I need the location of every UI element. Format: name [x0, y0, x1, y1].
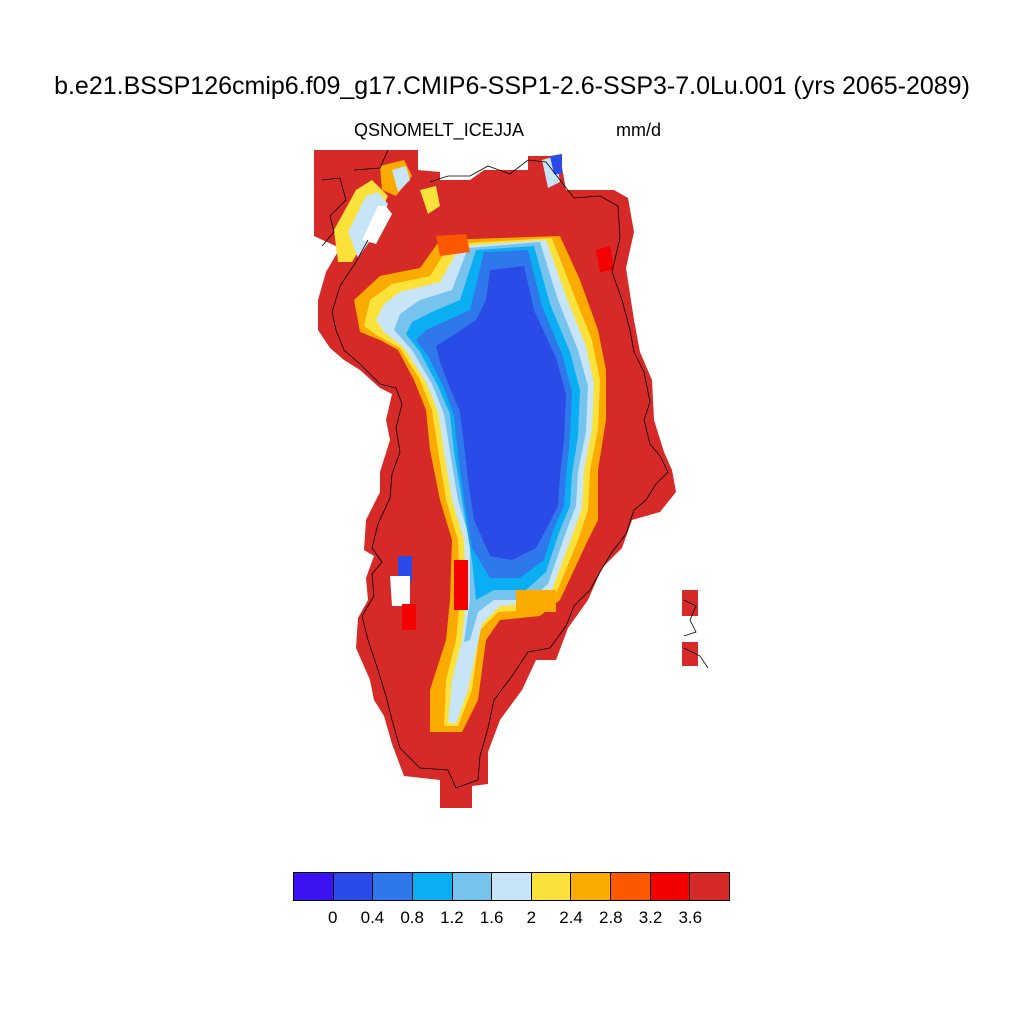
colorbar-box — [650, 873, 691, 900]
colorbar-tick-label: 1.2 — [440, 908, 464, 927]
colorbar-box — [571, 873, 612, 900]
units-label: mm/d — [616, 120, 661, 140]
colorbar-tick-label: 1.6 — [479, 908, 504, 927]
season-label: JJA — [494, 120, 525, 140]
colorbar-tick-label: 0.8 — [400, 908, 424, 927]
sw-blue-patch — [398, 556, 412, 582]
colorbar-box — [294, 873, 334, 900]
s-red-streak — [454, 560, 468, 610]
page-title: b.e21.BSSP126cmip6.f09_g17.CMIP6-SSP1-2.… — [54, 72, 970, 100]
colorbar — [293, 872, 730, 901]
colorbar-box — [690, 873, 730, 900]
ne-red-patch — [596, 246, 614, 272]
nw-pale-streak-2 — [392, 166, 410, 192]
colorbar-tick-label: 0 — [327, 908, 338, 927]
north-yellow-patch — [420, 186, 440, 214]
north-orange-patch — [436, 234, 470, 256]
colorbar-tick-label: 0.4 — [360, 908, 385, 927]
colorbar-tick-label: 2 — [526, 908, 537, 927]
colorbar-box — [531, 873, 572, 900]
island-coastline — [683, 599, 709, 669]
colorbar-box — [373, 873, 413, 900]
colorbar-tick-label: 2.8 — [598, 908, 623, 927]
colorbar-box — [412, 873, 453, 900]
colorbar-tick-label: 3.6 — [678, 908, 703, 927]
interior-low-melt — [436, 266, 566, 560]
coastline — [321, 149, 669, 789]
colorbar-box — [333, 873, 374, 900]
variable-label: QSNOMELT_ICE — [354, 120, 494, 140]
ne-blue-patch — [550, 154, 562, 174]
colorbar-tick-label: 3.2 — [638, 908, 663, 927]
sw-gap — [390, 576, 410, 606]
colorbar-box — [452, 873, 493, 900]
colorbar-tick-label: 2.4 — [559, 908, 583, 927]
colorbar-box — [492, 873, 532, 900]
sw-red-patch — [402, 604, 416, 630]
nw-gap — [362, 206, 392, 244]
island-south — [682, 642, 698, 666]
colorbar-box — [611, 873, 651, 900]
s-orange-patch — [516, 590, 556, 612]
